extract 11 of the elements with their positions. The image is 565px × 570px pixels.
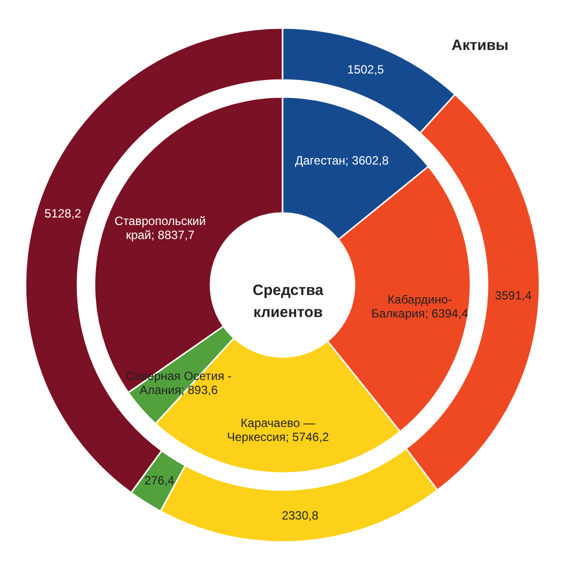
data-label: 276,4 <box>144 473 175 488</box>
slice-label: Активы <box>452 37 508 54</box>
slice-label: Ставропольский край; 8837,7 <box>114 214 206 242</box>
data-label: 2330,8 <box>282 508 319 522</box>
slice-label: Карачаево — Черкессия; 5746,2 <box>226 416 330 444</box>
data-label: 3591,4 <box>494 288 532 302</box>
slice-label: Дагестан; 3602,8 <box>295 153 389 168</box>
data-label: 5128,2 <box>44 206 82 220</box>
slice-label: Средства клиентов <box>252 282 324 321</box>
slice-label: Кабардино- Балкария; 6394,4 <box>371 292 469 321</box>
data-label: 1502,5 <box>347 62 384 76</box>
